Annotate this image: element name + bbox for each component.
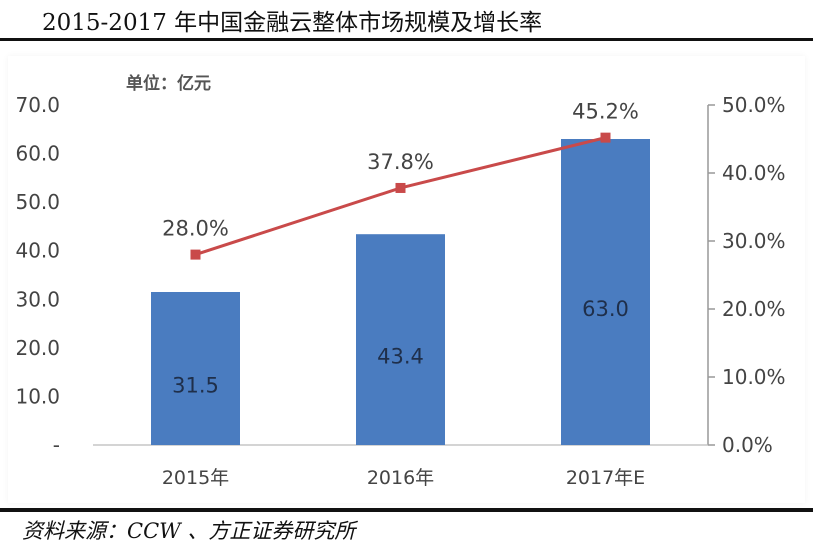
growth-rate-point xyxy=(190,249,201,260)
bar-value-label: 31.5 xyxy=(172,374,219,398)
left-axis-tick-label: 10.0 xyxy=(15,384,60,408)
growth-rate-label: 37.8% xyxy=(367,150,434,174)
right-axis-tick-label: 50.0% xyxy=(722,93,786,117)
right-axis-tick-label: 40.0% xyxy=(722,161,786,185)
left-axis-tick-label: - xyxy=(53,433,60,457)
bar xyxy=(151,292,240,445)
page-title: 2015-2017 年中国金融云整体市场规模及增长率 xyxy=(42,10,543,36)
left-axis-tick-label: 30.0 xyxy=(15,287,60,311)
bar xyxy=(356,234,445,445)
bar-value-label: 43.4 xyxy=(377,345,424,369)
right-axis-tick-label: 30.0% xyxy=(722,229,786,253)
bottom-rule xyxy=(0,508,813,512)
right-axis-tick-label: 10.0% xyxy=(722,365,786,389)
right-axis-tick-label: 20.0% xyxy=(722,297,786,321)
source-note: 资料来源：CCW 、方正证券研究所 xyxy=(22,519,356,543)
x-axis-category-label: 2015年 xyxy=(162,467,229,489)
left-axis-tick-label: 20.0 xyxy=(15,336,60,360)
unit-label: 单位：亿元 xyxy=(126,73,211,94)
left-axis-tick-label: 40.0 xyxy=(15,239,60,263)
left-axis-tick-label: 50.0 xyxy=(15,190,60,214)
growth-rate-point xyxy=(395,182,406,193)
bar xyxy=(561,139,650,445)
combo-chart: 单位：亿元 - 10.0 20.0 30.0 40.0 50.0 60.0 70.0 0.0% 10… xyxy=(15,73,786,489)
bar-value-label: 63.0 xyxy=(582,297,629,321)
right-axis-tick-label: 0.0% xyxy=(722,433,773,457)
growth-rate-label: 45.2% xyxy=(572,100,639,124)
left-axis-tick-label: 70.0 xyxy=(15,93,60,117)
chart-panel: 单位：亿元 - 10.0 20.0 30.0 40.0 50.0 60.0 70.0 0.0% 10… xyxy=(8,56,805,503)
top-rule xyxy=(0,38,813,41)
growth-rate-label: 28.0% xyxy=(162,217,229,241)
x-axis-category-label: 2016年 xyxy=(367,467,434,489)
growth-rate-point xyxy=(600,132,611,143)
x-axis-category-label: 2017年E xyxy=(566,467,645,489)
left-axis-tick-label: 60.0 xyxy=(15,142,60,166)
